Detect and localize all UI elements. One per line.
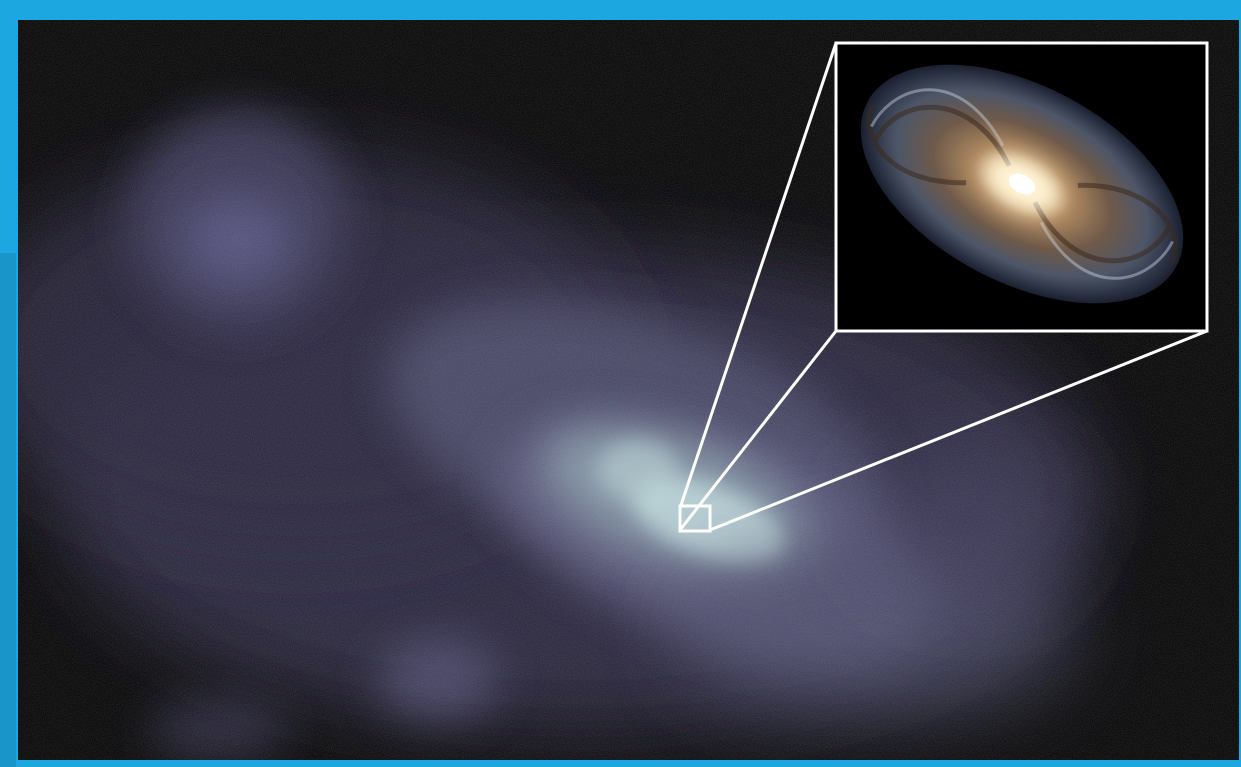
space-image bbox=[18, 20, 1239, 760]
inset-border bbox=[834, 41, 1209, 333]
spiral-galaxy bbox=[860, 64, 1184, 304]
zoom-connector-lines bbox=[678, 42, 1208, 532]
cosmic-web-canvas bbox=[18, 20, 1239, 760]
zoom-region-box bbox=[678, 504, 712, 533]
frame-edge-notch bbox=[0, 253, 16, 767]
galaxy-inset bbox=[834, 41, 1209, 333]
